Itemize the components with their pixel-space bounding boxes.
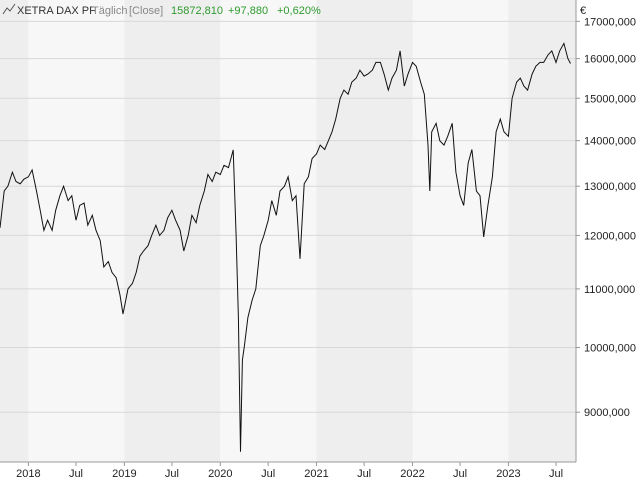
x-axis-ticks: 2018 Jul 2019 Jul 2020 Jul 2021 Jul 2022 Jul 2023 J… (16, 462, 563, 480)
year-band (220, 0, 317, 462)
change-percent: +0,620% (277, 5, 321, 17)
year-band (28, 0, 125, 462)
time-bands (0, 0, 576, 462)
x-tick-label: Jul (357, 468, 371, 480)
x-tick-label: 2018 (16, 468, 40, 480)
year-band (316, 0, 413, 462)
y-tick-label: 12000,000 (584, 230, 636, 242)
year-band (124, 0, 221, 462)
year-band (412, 0, 509, 462)
frequency-label: Täglich (92, 5, 127, 17)
x-tick-label: Jul (549, 468, 563, 480)
change-absolute: +97,880 (228, 5, 268, 17)
x-tick-label: 2019 (112, 468, 136, 480)
y-axis-ticks: 9000,000 10000,000 11000,000 12000,000 13000… (576, 16, 636, 419)
x-tick-label: Jul (69, 468, 83, 480)
x-tick-label: Jul (261, 468, 275, 480)
y-tick-label: 13000,000 (584, 181, 636, 193)
x-tick-label: 2023 (496, 468, 520, 480)
year-band (0, 0, 29, 462)
x-tick-label: 2020 (208, 468, 232, 480)
x-tick-label: Jul (165, 468, 179, 480)
y-tick-label: 10000,000 (584, 342, 636, 354)
instrument-name: XETRA DAX PF (17, 5, 96, 17)
y-tick-label: 15000,000 (584, 93, 636, 105)
line-chart-icon (2, 3, 16, 15)
y-tick-label: 11000,000 (584, 284, 635, 296)
chart-header: XETRA DAX PF Täglich [Close] 15872,810 +… (2, 3, 586, 17)
y-tick-label: 14000,000 (584, 136, 636, 148)
x-tick-label: 2022 (400, 468, 424, 480)
y-tick-label: 9000,000 (584, 407, 630, 419)
currency-symbol: € (580, 5, 586, 17)
x-tick-label: 2021 (304, 468, 328, 480)
x-tick-label: Jul (453, 468, 467, 480)
price-line (0, 42, 571, 452)
y-tick-label: 16000,000 (584, 54, 636, 66)
y-tick-label: 17000,000 (584, 16, 636, 28)
price-type-label: [Close] (129, 5, 163, 17)
year-band (508, 0, 576, 462)
grid-lines (0, 20, 576, 413)
last-value: 15872,810 (171, 5, 223, 17)
